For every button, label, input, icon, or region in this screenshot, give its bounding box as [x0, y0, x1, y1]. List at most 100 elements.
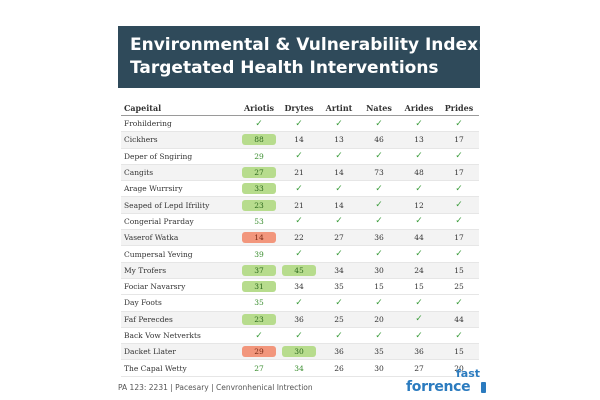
- table-cell: ✓: [279, 294, 319, 312]
- table-cell: 36: [279, 311, 319, 328]
- table-cell: ✓: [439, 115, 479, 133]
- table-row: Fociar Navarsry 31 34 35 15 15 25: [121, 278, 479, 296]
- table-cell: ✓: [279, 245, 319, 263]
- highlight-green-value: 23: [242, 199, 276, 211]
- table-cell: ✓: [359, 213, 399, 231]
- cell-value: 30: [374, 363, 384, 373]
- row-label: Faf Perecdes: [121, 311, 239, 328]
- table-row: Congerial Prarday 53 ✓ ✓ ✓ ✓ ✓: [121, 213, 479, 231]
- table-cell: ✓: [439, 196, 479, 214]
- table-cell: 44: [439, 311, 479, 328]
- index-table: Capeital Ariotis Drytes Artint Nates Ari…: [121, 100, 479, 377]
- table-row: The Capal Wetty 27 34 26 30 27 20: [121, 359, 479, 377]
- highlight-green-value: 45: [282, 264, 316, 276]
- cell-value: 27: [414, 363, 424, 373]
- check-icon: ✓: [375, 118, 383, 129]
- cell-value: 15: [374, 282, 384, 292]
- check-icon: ✓: [375, 183, 383, 194]
- cell-value: 13: [334, 135, 344, 145]
- table-row: Vaserof Watka 14 22 27 36 44 17: [121, 229, 479, 247]
- check-icon: ✓: [335, 216, 343, 227]
- table-cell: 21: [279, 196, 319, 214]
- cell-value: 39: [254, 249, 264, 259]
- table-cell: 27: [319, 229, 359, 247]
- footer-note: PA 123: 2231 | Pacesary | Cenvronhenical…: [118, 383, 313, 392]
- highlight-green-value: 30: [282, 346, 316, 358]
- table-cell: 14: [279, 131, 319, 149]
- table-cell: ✓: [359, 327, 399, 345]
- cell-value: 21: [294, 200, 304, 210]
- table-row: Faf Perecdes 23 36 25 20 ✓ 44: [121, 311, 479, 328]
- table-cell: ✓: [319, 180, 359, 198]
- table-row: Arage Wurrsiry 33 ✓ ✓ ✓ ✓ ✓: [121, 180, 479, 198]
- check-icon: ✓: [455, 297, 463, 308]
- cell-value: 34: [334, 265, 344, 275]
- check-icon: ✓: [375, 200, 383, 211]
- check-icon: ✓: [415, 118, 423, 129]
- table-cell: ✓: [279, 213, 319, 231]
- table-row: Frohildering ✓ ✓ ✓ ✓ ✓ ✓: [121, 115, 479, 133]
- chart-title: Environmental & Vulnerability Index:: [130, 35, 485, 55]
- table-cell: ✓: [359, 294, 399, 312]
- table-cell: ✓: [359, 148, 399, 165]
- table-cell: 24: [399, 262, 439, 279]
- table-cell: 34: [279, 278, 319, 296]
- table-cell: 14: [319, 164, 359, 182]
- check-icon: ✓: [375, 330, 383, 341]
- cell-value: 73: [374, 168, 384, 178]
- table-cell: 14: [319, 196, 359, 214]
- column-header: Drytes: [279, 100, 319, 116]
- cell-value: 36: [374, 233, 384, 243]
- table-cell: ✓: [319, 213, 359, 231]
- row-label: My Trofers: [121, 262, 239, 279]
- table-header-row: Capeital Ariotis Drytes Artint Nates Ari…: [121, 100, 479, 116]
- table-cell: 48: [399, 164, 439, 182]
- row-label: Back Vow Netverkts: [121, 327, 239, 345]
- cell-value: 22: [294, 233, 304, 243]
- cell-value: 44: [454, 314, 464, 324]
- row-label: Cumpersal Yeving: [121, 245, 239, 263]
- highlight-red-value: 14: [242, 232, 276, 244]
- table-cell: 26: [319, 359, 359, 377]
- cell-value: 24: [414, 265, 424, 275]
- cell-value: 44: [414, 233, 424, 243]
- table-cell: 17: [439, 164, 479, 182]
- table-cell: 73: [359, 164, 399, 182]
- cell-value: 34: [294, 282, 304, 292]
- table-cell: ✓: [399, 327, 439, 345]
- check-icon: ✓: [415, 183, 423, 194]
- table-row: Back Vow Netverkts ✓ ✓ ✓ ✓ ✓ ✓: [121, 327, 479, 345]
- row-label: Arage Wurrsiry: [121, 180, 239, 198]
- cell-value: 34: [294, 363, 304, 373]
- table-cell: 20: [359, 311, 399, 328]
- cell-value: 15: [414, 282, 424, 292]
- check-icon: ✓: [415, 314, 423, 325]
- cell-value: 27: [334, 233, 344, 243]
- check-icon: ✓: [375, 249, 383, 260]
- table-cell: 31: [239, 278, 279, 296]
- table-cell: ✓: [239, 115, 279, 133]
- table-cell: 15: [439, 262, 479, 279]
- table-cell: 12: [399, 196, 439, 214]
- check-icon: ✓: [255, 118, 263, 129]
- table-cell: ✓: [279, 115, 319, 133]
- cell-value: 36: [334, 347, 344, 357]
- cell-value: 14: [334, 168, 344, 178]
- table-row: Day Foots 35 ✓ ✓ ✓ ✓ ✓: [121, 294, 479, 312]
- table-row: Cickhers 88 14 13 46 13 17: [121, 131, 479, 149]
- table-cell: 20: [439, 359, 479, 377]
- table-cell: 27: [399, 359, 439, 377]
- table-cell: ✓: [439, 245, 479, 263]
- table-row: Cumpersal Yeving 39 ✓ ✓ ✓ ✓ ✓: [121, 245, 479, 263]
- title-banner: Environmental & Vulnerability Index: Tar…: [118, 26, 485, 88]
- table-cell: 30: [359, 262, 399, 279]
- row-label: Fociar Navarsry: [121, 278, 239, 296]
- table-cell: 88: [239, 131, 279, 149]
- cell-value: 17: [454, 233, 464, 243]
- table-cell: ✓: [439, 148, 479, 165]
- table-cell: 15: [439, 343, 479, 361]
- cell-value: 53: [254, 216, 264, 226]
- highlight-red-value: 29: [242, 346, 276, 358]
- cell-value: 30: [374, 265, 384, 275]
- row-label: Cangits: [121, 164, 239, 182]
